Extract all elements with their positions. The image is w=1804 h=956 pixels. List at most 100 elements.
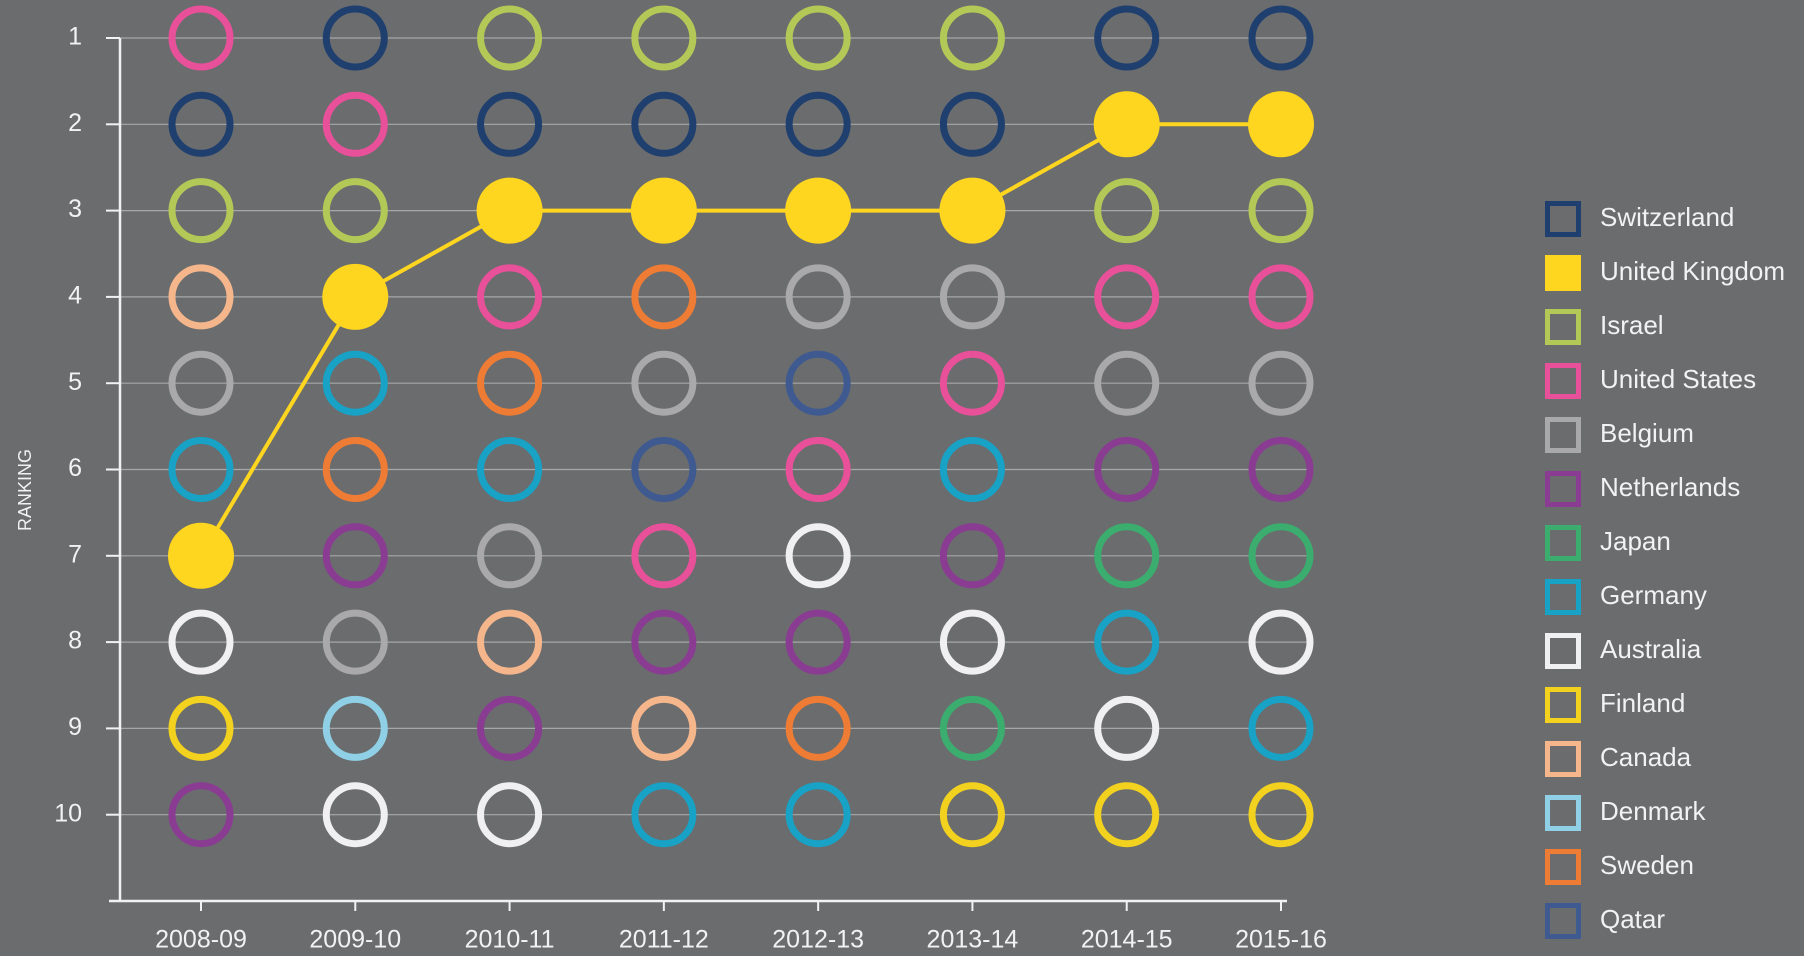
rank-ring — [1094, 609, 1160, 675]
rank-ring — [939, 91, 1005, 157]
rank-ring — [939, 523, 1005, 589]
legend-label: Finland — [1600, 688, 1685, 718]
rank-ring — [477, 695, 543, 761]
legend-label: United Kingdom — [1600, 256, 1785, 286]
legend-label: United States — [1600, 364, 1756, 394]
legend-swatch — [1545, 255, 1581, 291]
rank-ring — [168, 350, 234, 416]
rank-dot — [785, 177, 852, 244]
legend-label: Sweden — [1600, 850, 1694, 880]
legend-label: Japan — [1600, 526, 1671, 556]
legend-label: Australia — [1600, 634, 1702, 664]
rank-ring — [168, 782, 234, 848]
legend-swatch — [1545, 471, 1581, 507]
rank-ring — [939, 264, 1005, 330]
rank-ring — [939, 609, 1005, 675]
x-tick-label: 2009-10 — [309, 926, 401, 954]
rank-ring — [1094, 178, 1160, 244]
rank-dot — [476, 177, 543, 244]
rank-ring — [477, 350, 543, 416]
x-tick-label: 2014-15 — [1081, 926, 1173, 954]
rank-ring — [1248, 609, 1314, 675]
rank-ring — [322, 437, 388, 502]
x-tick-label: 2015-16 — [1235, 926, 1327, 954]
y-tick-label: 4 — [68, 282, 82, 310]
rank-line — [199, 122, 1281, 557]
rank-ring — [322, 178, 388, 244]
rank-ring — [939, 437, 1005, 502]
rank-ring — [168, 264, 234, 330]
legend-label: Switzerland — [1600, 202, 1734, 232]
rank-ring — [939, 5, 1005, 71]
rank-ring — [168, 695, 234, 761]
y-tick-label: 1 — [68, 23, 82, 51]
rank-ring — [631, 695, 697, 761]
rank-ring — [1248, 782, 1314, 848]
rank-ring — [477, 91, 543, 157]
legend-swatch — [1545, 363, 1581, 399]
rank-ring — [939, 350, 1005, 416]
rank-ring — [631, 782, 697, 848]
legend-swatch — [1545, 903, 1581, 939]
legend-swatch — [1545, 633, 1581, 669]
legend-swatch — [1545, 525, 1581, 561]
legend-label: Germany — [1600, 580, 1707, 610]
rank-ring — [168, 91, 234, 157]
rank-dot — [630, 177, 697, 244]
legend-swatch — [1545, 417, 1581, 453]
rank-ring — [477, 609, 543, 675]
rank-ring — [168, 178, 234, 244]
rank-ring — [939, 782, 1005, 848]
rank-dot — [939, 177, 1006, 244]
legend-label: Netherlands — [1600, 472, 1740, 502]
rank-ring — [785, 782, 851, 848]
legend-label: Qatar — [1600, 904, 1665, 934]
rank-ring — [785, 350, 851, 416]
rank-ring — [1094, 264, 1160, 330]
y-tick-label: 3 — [68, 195, 82, 223]
y-tick-label: 6 — [68, 454, 82, 482]
y-axis-label: RANKING — [15, 449, 35, 531]
rank-ring — [477, 437, 543, 502]
rank-ring — [785, 695, 851, 761]
y-tick-label: 5 — [68, 368, 82, 396]
rank-dot — [1093, 91, 1160, 158]
rank-ring — [1248, 437, 1314, 502]
legend-label: Denmark — [1600, 796, 1706, 826]
rank-ring — [631, 350, 697, 416]
rank-ring — [168, 437, 234, 502]
legend-swatch — [1545, 795, 1581, 831]
x-tick-label: 2011-12 — [619, 926, 709, 954]
rank-ring — [322, 91, 388, 157]
rank-ring — [785, 264, 851, 330]
legend-swatch — [1545, 741, 1581, 777]
rank-dot — [168, 522, 234, 589]
rank-ring — [1248, 350, 1314, 416]
legend-swatch — [1545, 849, 1581, 885]
rank-ring — [477, 264, 543, 330]
legend-swatch — [1545, 201, 1581, 237]
rank-ring — [477, 782, 543, 848]
legend-swatch — [1545, 687, 1581, 723]
rank-dot — [1248, 91, 1314, 158]
rank-ring — [631, 5, 697, 71]
rank-ring — [322, 609, 388, 675]
legend-label: Israel — [1600, 310, 1664, 340]
rank-ring — [631, 91, 697, 157]
rank-ring — [1094, 782, 1160, 848]
rank-ring — [1094, 437, 1160, 502]
rank-ring — [1248, 523, 1314, 589]
rank-ring — [1248, 695, 1314, 761]
rank-ring — [1094, 350, 1160, 416]
y-tick-label: 10 — [54, 799, 82, 827]
rank-ring — [1094, 5, 1160, 71]
rank-ring — [631, 609, 697, 675]
rank-ring — [785, 5, 851, 71]
x-tick-label: 2010-11 — [465, 926, 555, 954]
rank-ring — [168, 609, 234, 675]
y-tick-label: 8 — [68, 627, 82, 655]
rank-ring — [168, 5, 234, 71]
rank-ring — [322, 5, 388, 71]
rank-ring — [785, 609, 851, 675]
